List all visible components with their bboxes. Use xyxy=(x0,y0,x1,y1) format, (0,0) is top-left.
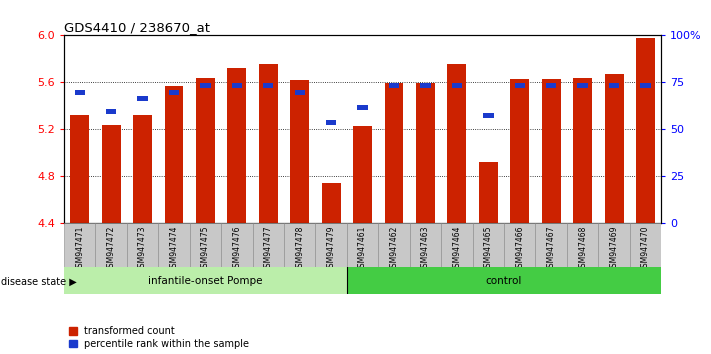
Bar xyxy=(64,267,347,294)
Bar xyxy=(353,126,372,223)
Text: GSM947476: GSM947476 xyxy=(232,225,241,272)
Bar xyxy=(232,82,242,88)
Text: disease state ▶: disease state ▶ xyxy=(1,276,77,286)
Bar xyxy=(577,82,588,88)
Bar xyxy=(358,105,368,110)
Bar xyxy=(294,90,305,96)
Bar xyxy=(447,64,466,223)
Text: GSM947473: GSM947473 xyxy=(138,225,147,272)
Bar xyxy=(567,223,599,267)
Bar xyxy=(159,223,190,267)
Bar xyxy=(95,223,127,267)
Bar xyxy=(326,120,336,125)
Bar xyxy=(641,82,651,88)
Text: GSM947472: GSM947472 xyxy=(107,225,116,272)
Text: GSM947467: GSM947467 xyxy=(547,225,556,272)
Text: GSM947477: GSM947477 xyxy=(264,225,273,272)
Bar xyxy=(573,78,592,223)
Text: GSM947466: GSM947466 xyxy=(515,225,524,272)
Bar xyxy=(542,79,561,223)
Text: GSM947471: GSM947471 xyxy=(75,225,84,272)
Bar xyxy=(102,125,121,223)
Bar xyxy=(137,96,148,101)
Bar xyxy=(636,38,655,223)
Text: GSM947474: GSM947474 xyxy=(169,225,178,272)
Bar xyxy=(416,84,435,223)
Bar xyxy=(263,82,274,88)
Bar xyxy=(322,183,341,223)
Bar xyxy=(442,223,473,267)
Bar xyxy=(284,223,316,267)
Bar xyxy=(599,223,630,267)
Text: GSM947470: GSM947470 xyxy=(641,225,650,272)
Bar xyxy=(252,223,284,267)
Bar xyxy=(196,78,215,223)
Bar xyxy=(106,109,117,114)
Text: GSM947464: GSM947464 xyxy=(452,225,461,272)
Text: GSM947465: GSM947465 xyxy=(484,225,493,272)
Bar xyxy=(290,80,309,223)
Bar xyxy=(546,82,557,88)
Bar xyxy=(133,115,152,223)
Text: GSM947479: GSM947479 xyxy=(326,225,336,272)
Text: GDS4410 / 238670_at: GDS4410 / 238670_at xyxy=(64,21,210,34)
Bar xyxy=(378,223,410,267)
Bar xyxy=(385,84,403,223)
Text: GSM947469: GSM947469 xyxy=(609,225,619,272)
Bar xyxy=(259,64,278,223)
Bar xyxy=(473,223,504,267)
Legend: transformed count, percentile rank within the sample: transformed count, percentile rank withi… xyxy=(69,326,250,349)
Bar xyxy=(504,223,535,267)
Bar xyxy=(479,162,498,223)
Text: GSM947461: GSM947461 xyxy=(358,225,367,272)
Bar xyxy=(410,223,442,267)
Text: GSM947468: GSM947468 xyxy=(578,225,587,272)
Bar xyxy=(64,223,95,267)
Bar xyxy=(75,90,85,96)
Bar xyxy=(515,82,525,88)
Text: GSM947475: GSM947475 xyxy=(201,225,210,272)
Bar xyxy=(228,68,246,223)
Bar xyxy=(127,223,159,267)
Bar xyxy=(169,90,179,96)
Bar xyxy=(316,223,347,267)
Bar xyxy=(510,79,529,223)
Bar xyxy=(389,82,400,88)
Bar xyxy=(347,267,661,294)
Bar xyxy=(201,82,210,88)
Bar xyxy=(347,223,378,267)
Text: infantile-onset Pompe: infantile-onset Pompe xyxy=(148,275,262,286)
Bar xyxy=(420,82,431,88)
Text: control: control xyxy=(486,275,523,286)
Text: GSM947478: GSM947478 xyxy=(295,225,304,272)
Bar xyxy=(483,113,493,118)
Bar xyxy=(70,115,89,223)
Text: GSM947462: GSM947462 xyxy=(390,225,399,272)
Bar xyxy=(221,223,252,267)
Bar xyxy=(630,223,661,267)
Bar xyxy=(190,223,221,267)
Bar xyxy=(604,74,624,223)
Bar xyxy=(609,82,619,88)
Bar xyxy=(451,82,462,88)
Bar xyxy=(535,223,567,267)
Text: GSM947463: GSM947463 xyxy=(421,225,430,272)
Bar xyxy=(164,86,183,223)
